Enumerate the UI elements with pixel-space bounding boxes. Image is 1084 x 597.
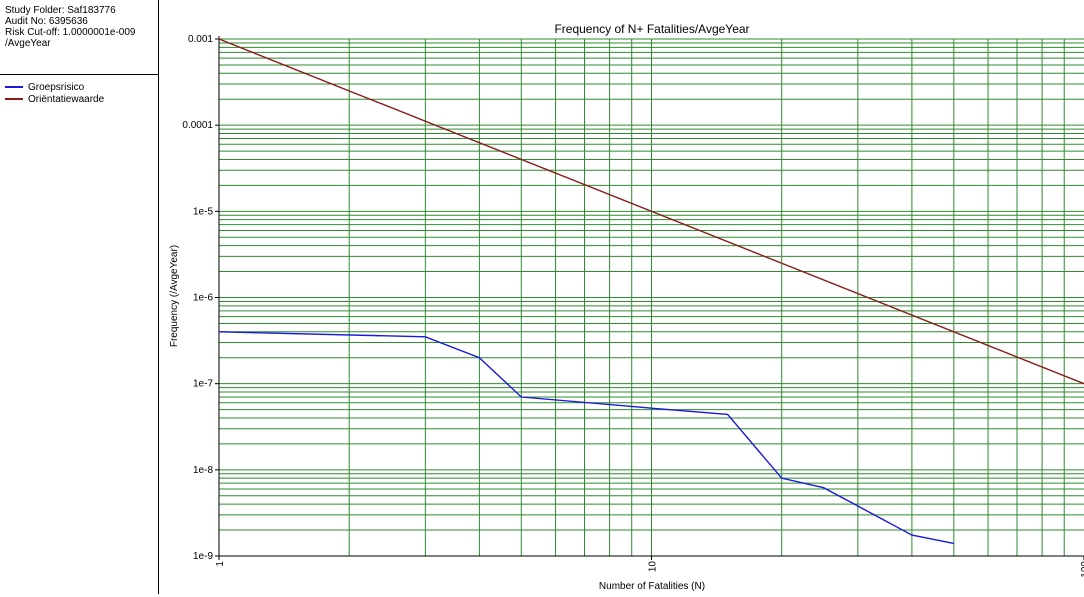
x-tick-label: 10 [648, 561, 659, 573]
chart-title: Frequency of N+ Fatalities/AvgeYear [554, 22, 749, 36]
grid-layer [218, 38, 1084, 557]
fn-curve-chart: 1e-9 1e-8 1e-7 1e-6 1e-5 0.0001 0.001 1 10 100 Fr… [169, 22, 1084, 592]
x-tick-label: 1 [215, 561, 226, 567]
y-tick-label: 1e-7 [193, 379, 213, 390]
legend-item-orientatiewaarde[interactable]: Oriëntatiewaarde [0, 93, 158, 105]
legend-swatch [5, 86, 23, 88]
y-tick-label: 1e-5 [193, 206, 213, 217]
chart-legend: Groepsrisico Oriëntatiewaarde [0, 75, 158, 105]
series-line-ori-ntatiewaarde [218, 38, 1084, 385]
legend-item-groepsrisico[interactable]: Groepsrisico [0, 81, 158, 93]
y-tick-label: 1e-8 [193, 465, 213, 476]
series-line-groepsrisico [218, 331, 954, 545]
y-tick-label: 0.001 [188, 34, 213, 45]
legend-label: Oriëntatiewaarde [28, 93, 105, 105]
study-folder-text: Study Folder: Saf183776 [5, 5, 116, 16]
legend-label: Groepsrisico [28, 81, 85, 93]
sidebar-panel: Study Folder: Saf183776 Audit No: 639563… [0, 0, 159, 594]
study-info-panel: Study Folder: Saf183776 Audit No: 639563… [0, 0, 158, 75]
x-tick-label: 100 [1080, 561, 1084, 578]
legend-swatch [5, 98, 23, 100]
axis-layer: 1e-9 1e-8 1e-7 1e-6 1e-5 0.0001 0.001 1 10 100 [182, 34, 1084, 578]
y-tick-label: 1e-6 [193, 293, 213, 304]
y-tick-label: 0.0001 [182, 120, 213, 131]
audit-no-text: Audit No: 6395636 [5, 16, 88, 27]
series-layer [218, 38, 1084, 545]
chart-area: 1e-9 1e-8 1e-7 1e-6 1e-5 0.0001 0.001 1 10 100 Fr… [160, 0, 1084, 594]
y-tick-label: 1e-9 [193, 551, 213, 562]
risk-cutoff-text: Risk Cut-off: 1.0000001e-009 [5, 27, 136, 38]
y-axis-label: Frequency (/AvgeYear) [169, 245, 180, 347]
x-axis-label: Number of Fatalities (N) [599, 581, 705, 592]
risk-cutoff-unit-text: /AvgeYear [5, 38, 51, 49]
